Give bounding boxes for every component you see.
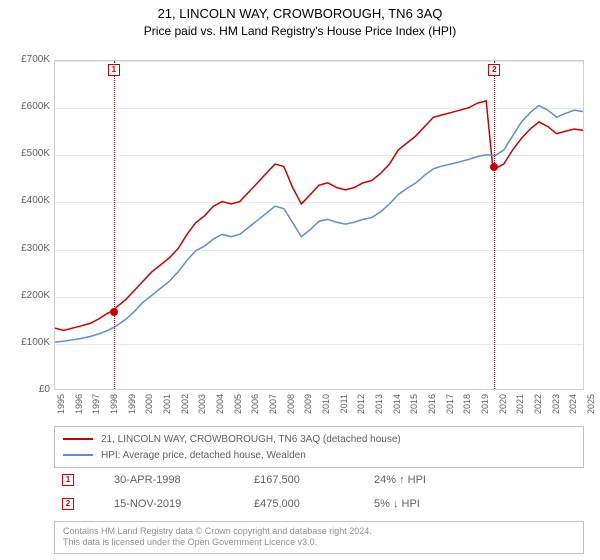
annotation-marker: 2 bbox=[62, 498, 74, 510]
y-tick-label: £700K bbox=[0, 54, 50, 65]
y-tick-label: £600K bbox=[0, 101, 50, 112]
annotation-row: 2 15-NOV-2019 £475,000 5% ↓ HPI bbox=[54, 492, 584, 516]
x-tick-label: 2012 bbox=[356, 394, 366, 424]
x-tick-label: 2003 bbox=[197, 394, 207, 424]
marker-label-box: 1 bbox=[108, 64, 120, 76]
line-series-svg bbox=[55, 61, 583, 389]
x-tick-label: 1996 bbox=[74, 394, 84, 424]
series-line bbox=[55, 101, 583, 331]
footer-attribution: Contains HM Land Registry data © Crown c… bbox=[54, 521, 584, 554]
chart-subtitle: Price paid vs. HM Land Registry's House … bbox=[0, 21, 600, 44]
series-line bbox=[55, 106, 583, 343]
legend-box: 21, LINCOLN WAY, CROWBOROUGH, TN6 3AQ (d… bbox=[54, 426, 584, 468]
marker-dot bbox=[490, 163, 498, 171]
x-tick-label: 2024 bbox=[568, 394, 578, 424]
marker-line bbox=[494, 61, 495, 389]
x-tick-label: 2025 bbox=[586, 394, 596, 424]
annotation-date: 15-NOV-2019 bbox=[114, 498, 214, 510]
annotation-delta: 24% ↑ HPI bbox=[374, 474, 426, 486]
x-tick-label: 2014 bbox=[392, 394, 402, 424]
x-tick-label: 2017 bbox=[445, 394, 455, 424]
x-tick-label: 2022 bbox=[533, 394, 543, 424]
x-tick-label: 2011 bbox=[339, 394, 349, 424]
annotation-marker: 1 bbox=[62, 474, 74, 486]
annotation-date: 30-APR-1998 bbox=[114, 474, 214, 486]
x-tick-label: 2015 bbox=[409, 394, 419, 424]
annotation-row: 1 30-APR-1998 £167,500 24% ↑ HPI bbox=[54, 468, 584, 492]
legend-item: HPI: Average price, detached house, Weal… bbox=[63, 447, 575, 463]
footer-line-1: Contains HM Land Registry data © Crown c… bbox=[63, 526, 575, 538]
x-tick-label: 2013 bbox=[374, 394, 384, 424]
legend-and-annotations: 21, LINCOLN WAY, CROWBOROUGH, TN6 3AQ (d… bbox=[54, 426, 584, 516]
y-tick-label: £0 bbox=[0, 384, 50, 395]
x-tick-label: 2021 bbox=[515, 394, 525, 424]
x-tick-label: 1995 bbox=[56, 394, 66, 424]
x-tick-label: 1999 bbox=[127, 394, 137, 424]
x-tick-label: 2020 bbox=[498, 394, 508, 424]
x-tick-label: 2009 bbox=[303, 394, 313, 424]
marker-label-box: 2 bbox=[488, 64, 500, 76]
y-tick-label: £400K bbox=[0, 195, 50, 206]
x-tick-label: 2005 bbox=[233, 394, 243, 424]
annotation-delta: 5% ↓ HPI bbox=[374, 498, 420, 510]
x-tick-label: 1997 bbox=[91, 394, 101, 424]
x-tick-label: 2006 bbox=[250, 394, 260, 424]
x-tick-label: 2019 bbox=[480, 394, 490, 424]
legend-swatch bbox=[63, 438, 93, 440]
chart-title: 21, LINCOLN WAY, CROWBOROUGH, TN6 3AQ bbox=[0, 0, 600, 21]
annotation-price: £475,000 bbox=[254, 498, 334, 510]
x-tick-label: 2000 bbox=[144, 394, 154, 424]
y-tick-label: £300K bbox=[0, 243, 50, 254]
plot-area: 12 bbox=[54, 60, 584, 390]
y-tick-label: £200K bbox=[0, 290, 50, 301]
marker-dot bbox=[110, 308, 118, 316]
legend-label: HPI: Average price, detached house, Weal… bbox=[101, 450, 306, 461]
chart-container: 21, LINCOLN WAY, CROWBOROUGH, TN6 3AQ Pr… bbox=[0, 0, 600, 560]
y-tick-label: £100K bbox=[0, 337, 50, 348]
x-tick-label: 2008 bbox=[286, 394, 296, 424]
x-tick-label: 2010 bbox=[321, 394, 331, 424]
legend-swatch bbox=[63, 454, 93, 456]
annotation-rows: 1 30-APR-1998 £167,500 24% ↑ HPI 2 15-NOV-201… bbox=[54, 468, 584, 516]
footer-line-2: This data is licensed under the Open Gov… bbox=[63, 537, 575, 549]
legend-item: 21, LINCOLN WAY, CROWBOROUGH, TN6 3AQ (d… bbox=[63, 431, 575, 447]
annotation-price: £167,500 bbox=[254, 474, 334, 486]
x-tick-label: 2016 bbox=[427, 394, 437, 424]
x-tick-label: 2018 bbox=[462, 394, 472, 424]
x-tick-label: 2004 bbox=[215, 394, 225, 424]
x-tick-label: 2001 bbox=[162, 394, 172, 424]
marker-line bbox=[114, 61, 115, 389]
x-tick-label: 2023 bbox=[551, 394, 561, 424]
x-tick-label: 2007 bbox=[268, 394, 278, 424]
legend-label: 21, LINCOLN WAY, CROWBOROUGH, TN6 3AQ (d… bbox=[101, 434, 401, 445]
x-tick-label: 2002 bbox=[180, 394, 190, 424]
y-tick-label: £500K bbox=[0, 148, 50, 159]
x-tick-label: 1998 bbox=[109, 394, 119, 424]
